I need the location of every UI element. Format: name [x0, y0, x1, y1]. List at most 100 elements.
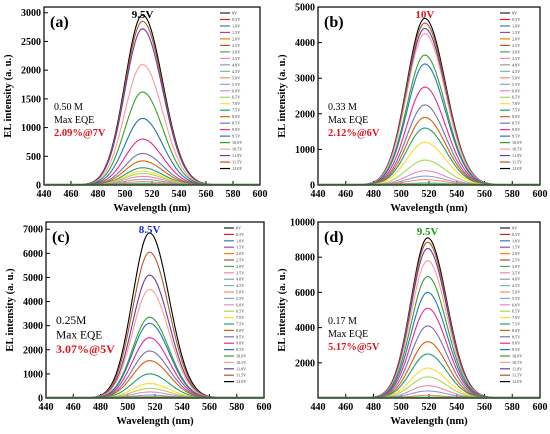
legend-entry: 12.0V: [236, 379, 246, 384]
x-tick-label: 520: [422, 189, 437, 200]
legend-entry: 12.0V: [512, 166, 522, 171]
legend-entry: 4.0V: [512, 62, 520, 67]
legend-entry: 1.5V: [512, 30, 520, 35]
legend-entry: 12.0V: [512, 379, 522, 384]
legend-entry: 7.0V: [232, 101, 240, 106]
x-tick-label: 480: [93, 402, 108, 413]
legend-entry: 11.5V: [232, 160, 242, 165]
x-tick-label: 580: [505, 402, 520, 413]
legend-entry: 2.0V: [512, 251, 520, 256]
series-line-5.5V: [46, 394, 264, 398]
legend-entry: 9.5V: [232, 134, 240, 139]
y-tick-label: 500: [26, 152, 41, 163]
y-tick-label: 5000: [23, 273, 43, 284]
x-tick-label: 560: [477, 402, 492, 413]
x-tick-label: 460: [338, 189, 353, 200]
peak-voltage-label: 9.5V: [132, 9, 154, 21]
y-tick-label: 3000: [23, 321, 43, 332]
annotation-2: 5.17%@5V: [328, 342, 380, 353]
legend-entry: 8.0V: [236, 328, 244, 333]
legend-entry: 1.0V: [512, 23, 520, 28]
legend-entry: 4.5V: [236, 283, 244, 288]
x-axis-label: Wavelength (nm): [113, 203, 191, 214]
y-tick-label: 4000: [23, 297, 43, 308]
legend-entry: 11.0V: [236, 366, 246, 371]
plot-frame: [45, 221, 265, 399]
legend-entry: 6.5V: [236, 309, 244, 314]
legend-entry: 11.5V: [236, 373, 246, 378]
legend-entry: 8.5V: [236, 334, 244, 339]
legend-entry: 9.0V: [232, 127, 240, 132]
y-axis-label: EL intensity (a. u.): [3, 54, 14, 138]
legend-entry: 12.0V: [232, 166, 242, 171]
legend-entry: 11.0V: [512, 153, 522, 158]
x-tick-label: 580: [505, 189, 520, 200]
x-axis-label: Wavelength (nm): [390, 416, 468, 427]
legend-entry: 1.0V: [232, 23, 240, 28]
legend-entry: 3.0V: [236, 264, 244, 269]
legend-entry: 5.5V: [236, 296, 244, 301]
x-tick-label: 560: [202, 402, 217, 413]
y-tick-label: 6000: [23, 249, 43, 260]
legend-entry: 5.5V: [232, 82, 240, 87]
y-tick-label: 2000: [295, 109, 315, 120]
panel-c: 440 460 480 500 520 540 560 580 6000100020003000…: [5, 221, 272, 427]
x-tick-label: 440: [39, 402, 54, 413]
y-tick-label: 1000: [21, 123, 41, 134]
x-tick-label: 600: [257, 402, 272, 413]
x-tick-label: 600: [533, 189, 548, 200]
legend-entry: 11.5V: [512, 160, 522, 165]
x-tick-label: 460: [66, 402, 81, 413]
legend-entry: 9.5V: [512, 347, 520, 352]
x-axis-label: Wavelength (nm): [390, 203, 468, 214]
legend-entry: 9.0V: [512, 127, 520, 132]
x-tick-label: 480: [91, 189, 106, 200]
legend-entry: 8.0V: [512, 114, 520, 119]
legend-entry: 3.5V: [512, 56, 520, 61]
legend-entry: 3.0V: [512, 264, 520, 269]
legend-entry: 2.0V: [232, 36, 240, 41]
x-tick-label: 540: [449, 189, 464, 200]
y-tick-label: 2000: [295, 358, 315, 369]
legend-entry: 6.5V: [512, 95, 520, 100]
legend-entry: 10.0V: [512, 140, 522, 145]
x-tick-label: 440: [37, 189, 52, 200]
peak-voltage-label: 10V: [415, 9, 434, 21]
panel-b: 440 460 480 500 520 540 560 580 600 0 1000 2000 3000…: [277, 3, 548, 215]
annotation-0: 0.17 M: [328, 316, 357, 327]
y-tick-label: 1000: [23, 369, 43, 380]
legend-entry: 3.0V: [232, 49, 240, 54]
x-tick-label: 440: [311, 189, 326, 200]
legend-entry: 3.5V: [232, 56, 240, 61]
x-tick-label: 480: [366, 402, 381, 413]
series-line-6.5V: [46, 387, 264, 398]
legend-entry: 2.0V: [512, 36, 520, 41]
legend-entry: 7.5V: [232, 108, 240, 113]
x-tick-label: 560: [477, 189, 492, 200]
annotation-1: Max EQE: [54, 115, 94, 126]
y-tick-label: 8000: [295, 253, 315, 264]
legend-entry: 3.5V: [512, 270, 520, 275]
legend-entry: 10.0V: [236, 354, 246, 359]
legend-entry: 10.5V: [512, 360, 522, 365]
legend-entry: 11.0V: [232, 153, 242, 158]
peak-voltage-label: 8.5V: [139, 224, 161, 236]
y-tick-label: 0: [38, 394, 43, 405]
x-tick-label: 480: [366, 189, 381, 200]
annotation-2: 2.12%@6V: [328, 128, 380, 139]
y-tick-label: 6000: [295, 288, 315, 299]
legend-entry: 8.5V: [512, 121, 520, 126]
legend-entry: 6.0V: [232, 88, 240, 93]
y-tick-label: 1000: [295, 145, 315, 156]
legend-entry: 0V: [232, 11, 237, 16]
x-tick-label: 600: [253, 189, 268, 200]
legend-entry: 6.0V: [512, 88, 520, 93]
legend-entry: 7.0V: [512, 101, 520, 106]
annotation-2: 3.07%@5V: [56, 342, 115, 356]
series-group: [44, 14, 260, 185]
legend-entry: 8.0V: [232, 114, 240, 119]
legend-entry: 1.0V: [512, 238, 520, 243]
legend-entry: 0.5V: [236, 232, 244, 237]
legend-entry: 0V: [236, 226, 241, 231]
annotation-0: 0.25M: [56, 315, 86, 327]
